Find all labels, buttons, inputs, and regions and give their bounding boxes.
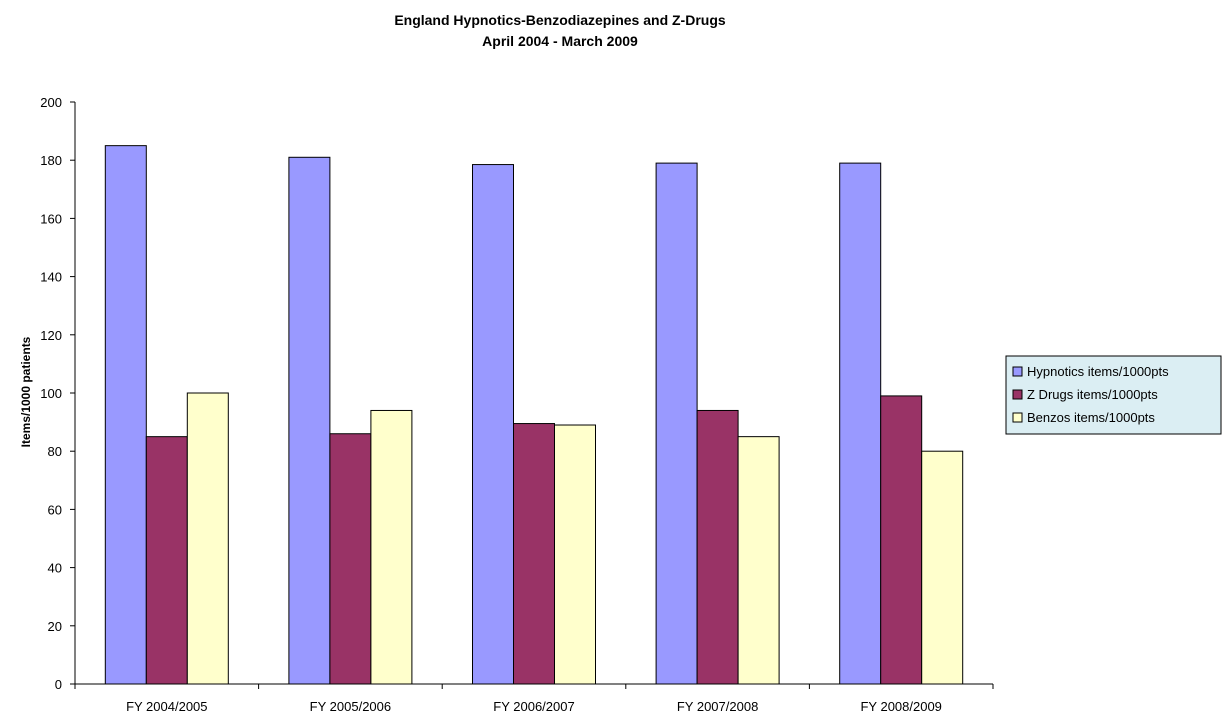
- y-tick-label: 60: [48, 502, 62, 517]
- y-axis-label: Items/1000 patients: [19, 336, 33, 447]
- x-tick-label: FY 2006/2007: [493, 699, 574, 714]
- bar-2-3: [513, 423, 555, 685]
- y-tick-label: 80: [48, 444, 62, 459]
- bar-1-4: [655, 162, 698, 685]
- bar-2-1: [145, 436, 188, 685]
- bar-3-2: [370, 409, 413, 685]
- legend-label-2: Z Drugs items/1000pts: [1027, 387, 1158, 402]
- bar-1-5: [839, 162, 882, 685]
- y-tick-label: 200: [40, 95, 62, 110]
- legend-label-3: Benzos items/1000pts: [1027, 410, 1155, 425]
- y-tick-label: 140: [40, 270, 62, 285]
- y-tick-label: 20: [48, 619, 62, 634]
- x-tick-label: FY 2005/2006: [310, 699, 391, 714]
- bar-1-1: [104, 145, 147, 685]
- bar-3-1: [186, 392, 229, 685]
- bar-1-2: [288, 156, 331, 685]
- axes-layer: 0 20 40 60 80 100 120 140 160 180 200 FY 2004/2005 F…: [40, 95, 994, 714]
- y-tick-label: 160: [40, 211, 62, 226]
- y-tick-label: 180: [40, 153, 62, 168]
- y-tick-label: 120: [40, 328, 62, 343]
- y-tick-label: 40: [48, 561, 62, 576]
- bar-3-5: [921, 450, 964, 685]
- y-tick-label: 100: [40, 386, 62, 401]
- legend-swatch-1: [1012, 366, 1023, 377]
- bar-3-4: [737, 436, 780, 685]
- legend-label-1: Hypnotics items/1000pts: [1027, 364, 1169, 379]
- chart-subtitle: April 2004 - March 2009: [482, 33, 638, 49]
- bar-1-3: [472, 164, 514, 685]
- legend-swatch-2: [1012, 389, 1023, 400]
- bar-2-4: [696, 409, 739, 685]
- x-tick-label: FY 2004/2005: [126, 699, 207, 714]
- x-tick-label: FY 2008/2009: [860, 699, 941, 714]
- legend: Hypnotics items/1000pts Z Drugs items/100…: [1005, 355, 1222, 435]
- bars-layer: [104, 145, 964, 685]
- legend-swatch-3: [1012, 412, 1023, 423]
- x-tick-label: FY 2007/2008: [677, 699, 758, 714]
- y-tick-label: 0: [55, 677, 62, 692]
- bar-2-2: [329, 433, 372, 685]
- bar-2-5: [880, 395, 923, 685]
- legend-box: [1005, 355, 1222, 435]
- bar-3-3: [554, 424, 596, 685]
- chart-title: England Hypnotics-Benzodiazepines and Z-…: [394, 12, 726, 28]
